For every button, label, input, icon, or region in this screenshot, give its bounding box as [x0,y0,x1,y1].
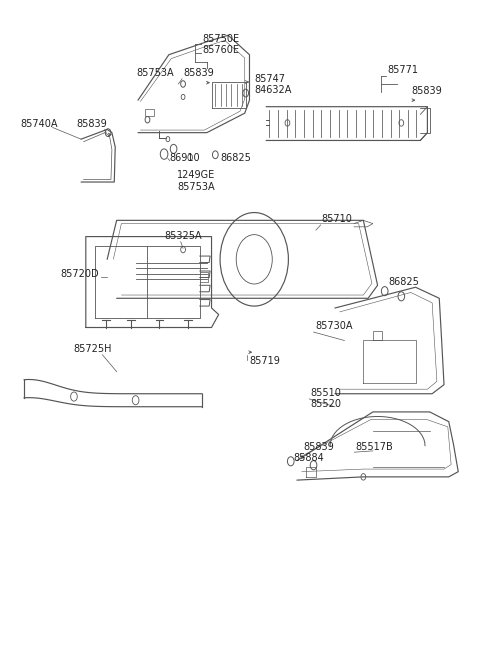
Text: 85884: 85884 [294,453,324,463]
Text: 85747: 85747 [254,74,285,84]
Text: 85753A: 85753A [178,182,215,192]
Text: 85839: 85839 [76,119,107,130]
Text: 85753A: 85753A [137,67,174,77]
Text: 85720D: 85720D [60,269,99,280]
Text: 85771: 85771 [387,65,418,75]
Text: 85730A: 85730A [315,321,352,331]
Text: 85839: 85839 [183,67,214,77]
Text: 85510: 85510 [310,388,341,398]
Text: 86825: 86825 [220,153,251,162]
Text: 86910: 86910 [170,153,201,162]
Text: 84632A: 84632A [254,85,292,95]
Text: 85760E: 85760E [202,45,239,56]
Text: 86825: 86825 [388,276,419,287]
Text: 85839: 85839 [412,86,443,96]
Text: 85750E: 85750E [202,34,239,44]
Text: 1249GE: 1249GE [178,170,216,180]
Text: 85520: 85520 [310,399,341,409]
Text: 85839: 85839 [303,441,334,451]
Text: 85517B: 85517B [355,441,393,451]
Text: 85325A: 85325A [164,231,202,240]
Text: 85725H: 85725H [73,344,111,354]
Text: 85710: 85710 [322,214,352,224]
Text: 85719: 85719 [250,356,280,366]
Text: 85740A: 85740A [21,119,58,130]
